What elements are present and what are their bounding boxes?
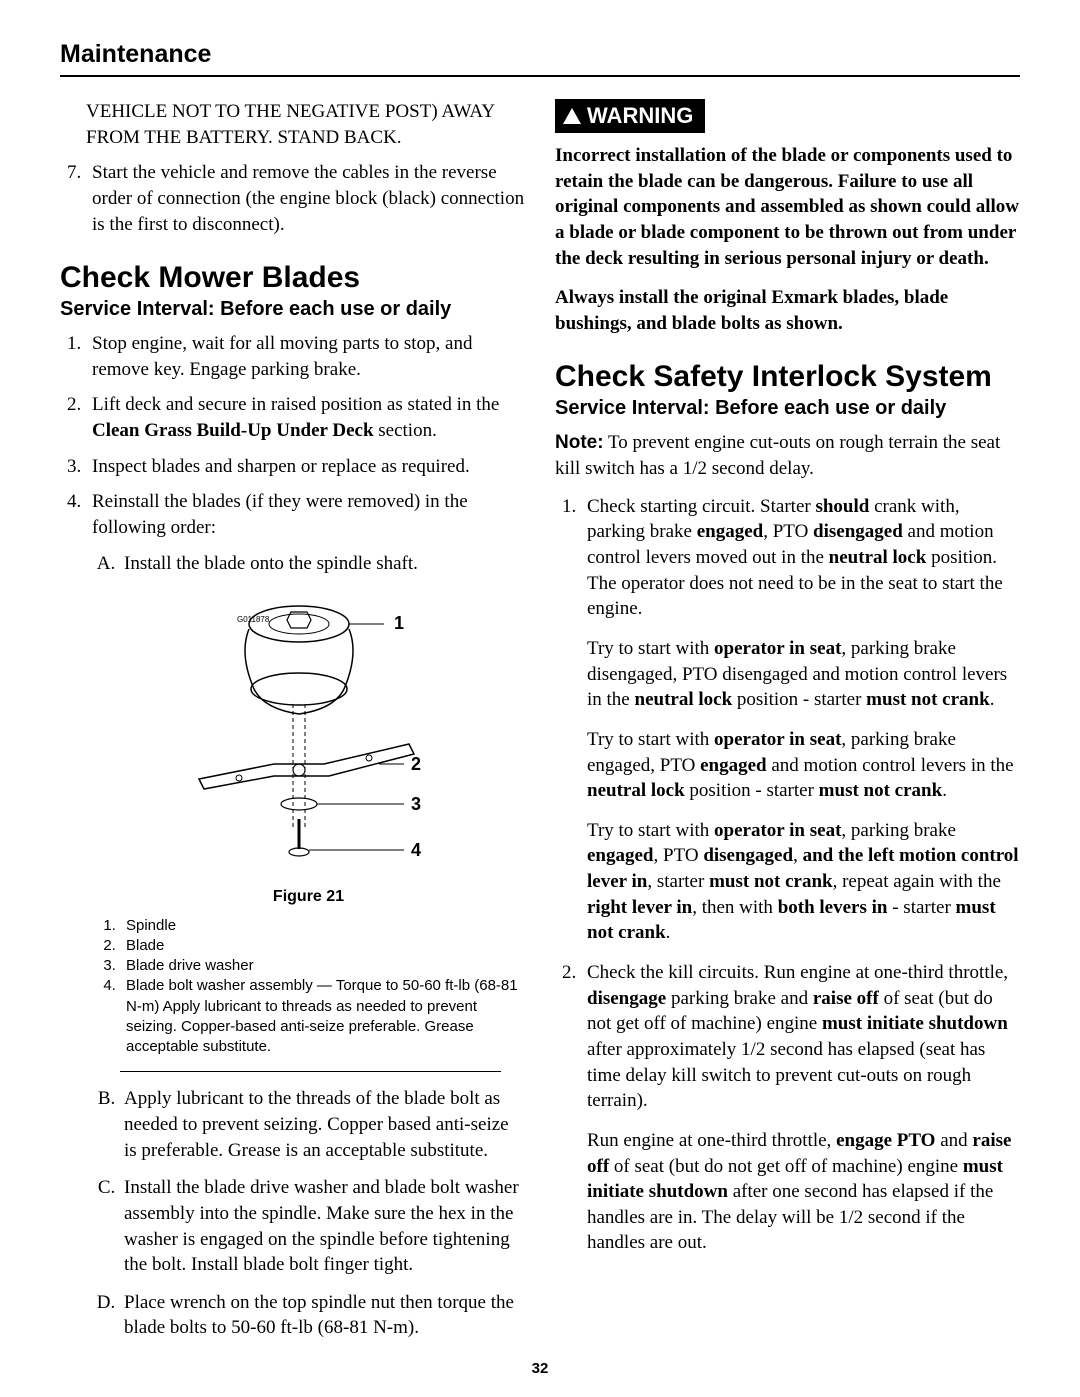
title-rule bbox=[60, 75, 1020, 77]
interlock-steps: Check starting circuit. Starter should c… bbox=[555, 494, 1020, 1256]
note-line: Note: To prevent engine cut-outs on roug… bbox=[555, 430, 1020, 481]
svg-text:3: 3 bbox=[411, 794, 421, 814]
section-check-safety-interlock: Check Safety Interlock System bbox=[555, 360, 1020, 393]
note-label: Note: bbox=[555, 432, 604, 453]
page-number: 32 bbox=[0, 1360, 1080, 1377]
figure-caption: Figure 21 bbox=[92, 886, 525, 908]
preamble-text: VEHICLE NOT TO THE NEGATIVE POST) AWAY F… bbox=[86, 99, 525, 150]
warning-paragraph-2: Always install the original Exmark blade… bbox=[555, 285, 1020, 336]
legend-1: Spindle bbox=[120, 916, 525, 936]
svg-text:G011878: G011878 bbox=[237, 615, 270, 624]
blade-sub-steps: Install the blade onto the spindle shaft… bbox=[92, 551, 525, 577]
try-3: Try to start with operator in seat, park… bbox=[587, 818, 1020, 946]
left-column: VEHICLE NOT TO THE NEGATIVE POST) AWAY F… bbox=[60, 99, 525, 1353]
blade-step-1: Stop engine, wait for all moving parts t… bbox=[86, 331, 525, 382]
sub-step-b: Apply lubricant to the threads of the bl… bbox=[120, 1086, 525, 1163]
sub-step-c: Install the blade drive washer and blade… bbox=[120, 1175, 525, 1278]
service-interval-right: Service Interval: Before each use or dai… bbox=[555, 397, 1020, 420]
continued-list-7: Start the vehicle and remove the cables … bbox=[60, 160, 525, 237]
sub-step-d: Place wrench on the top spindle nut then… bbox=[120, 1290, 525, 1341]
page-title: Maintenance bbox=[60, 40, 1020, 69]
legend-3: Blade drive washer bbox=[120, 956, 525, 976]
service-interval-left: Service Interval: Before each use or dai… bbox=[60, 298, 525, 321]
blade-step-2c: section. bbox=[374, 420, 437, 441]
svg-text:2: 2 bbox=[411, 754, 421, 774]
blade-assembly-diagram: 1 2 3 4 G011878 bbox=[179, 594, 439, 874]
warning-paragraph-1: Incorrect installation of the blade or c… bbox=[555, 143, 1020, 271]
step-7: Start the vehicle and remove the cables … bbox=[86, 160, 525, 237]
legend-divider bbox=[120, 1071, 501, 1072]
svg-text:1: 1 bbox=[394, 613, 404, 633]
blade-steps-list: Stop engine, wait for all moving parts t… bbox=[60, 331, 525, 1341]
blade-step-2a: Lift deck and secure in raised position … bbox=[92, 394, 499, 415]
interlock-step-1: Check starting circuit. Starter should c… bbox=[581, 494, 1020, 946]
blade-step-2: Lift deck and secure in raised position … bbox=[86, 392, 525, 443]
interlock-step-2: Check the kill circuits. Run engine at o… bbox=[581, 960, 1020, 1256]
blade-step-4-text: Reinstall the blades (if they were remov… bbox=[92, 491, 468, 538]
blade-step-2-bold: Clean Grass Build-Up Under Deck bbox=[92, 420, 374, 441]
warning-badge: WARNING bbox=[555, 99, 705, 133]
kill-circuit-p2: Run engine at one-third throttle, engage… bbox=[587, 1128, 1020, 1256]
legend-2: Blade bbox=[120, 936, 525, 956]
section-check-mower-blades: Check Mower Blades bbox=[60, 261, 525, 294]
warning-triangle-icon bbox=[563, 108, 581, 124]
sub-step-a: Install the blade onto the spindle shaft… bbox=[120, 551, 525, 577]
two-column-layout: VEHICLE NOT TO THE NEGATIVE POST) AWAY F… bbox=[60, 99, 1020, 1353]
svg-text:4: 4 bbox=[411, 840, 421, 860]
figure-legend: Spindle Blade Blade drive washer Blade b… bbox=[120, 916, 525, 1058]
figure-21: 1 2 3 4 G011878 Figure 21 bbox=[92, 594, 525, 907]
blade-step-4: Reinstall the blades (if they were remov… bbox=[86, 489, 525, 1341]
note-text: To prevent engine cut-outs on rough terr… bbox=[555, 432, 1000, 479]
blade-sub-steps-continued: Apply lubricant to the threads of the bl… bbox=[92, 1086, 525, 1341]
blade-step-3: Inspect blades and sharpen or replace as… bbox=[86, 454, 525, 480]
legend-4: Blade bolt washer assembly — Torque to 5… bbox=[120, 976, 525, 1057]
warning-label-text: WARNING bbox=[587, 103, 693, 128]
right-column: WARNING Incorrect installation of the bl… bbox=[555, 99, 1020, 1353]
try-1: Try to start with operator in seat, park… bbox=[587, 636, 1020, 713]
try-2: Try to start with operator in seat, park… bbox=[587, 727, 1020, 804]
